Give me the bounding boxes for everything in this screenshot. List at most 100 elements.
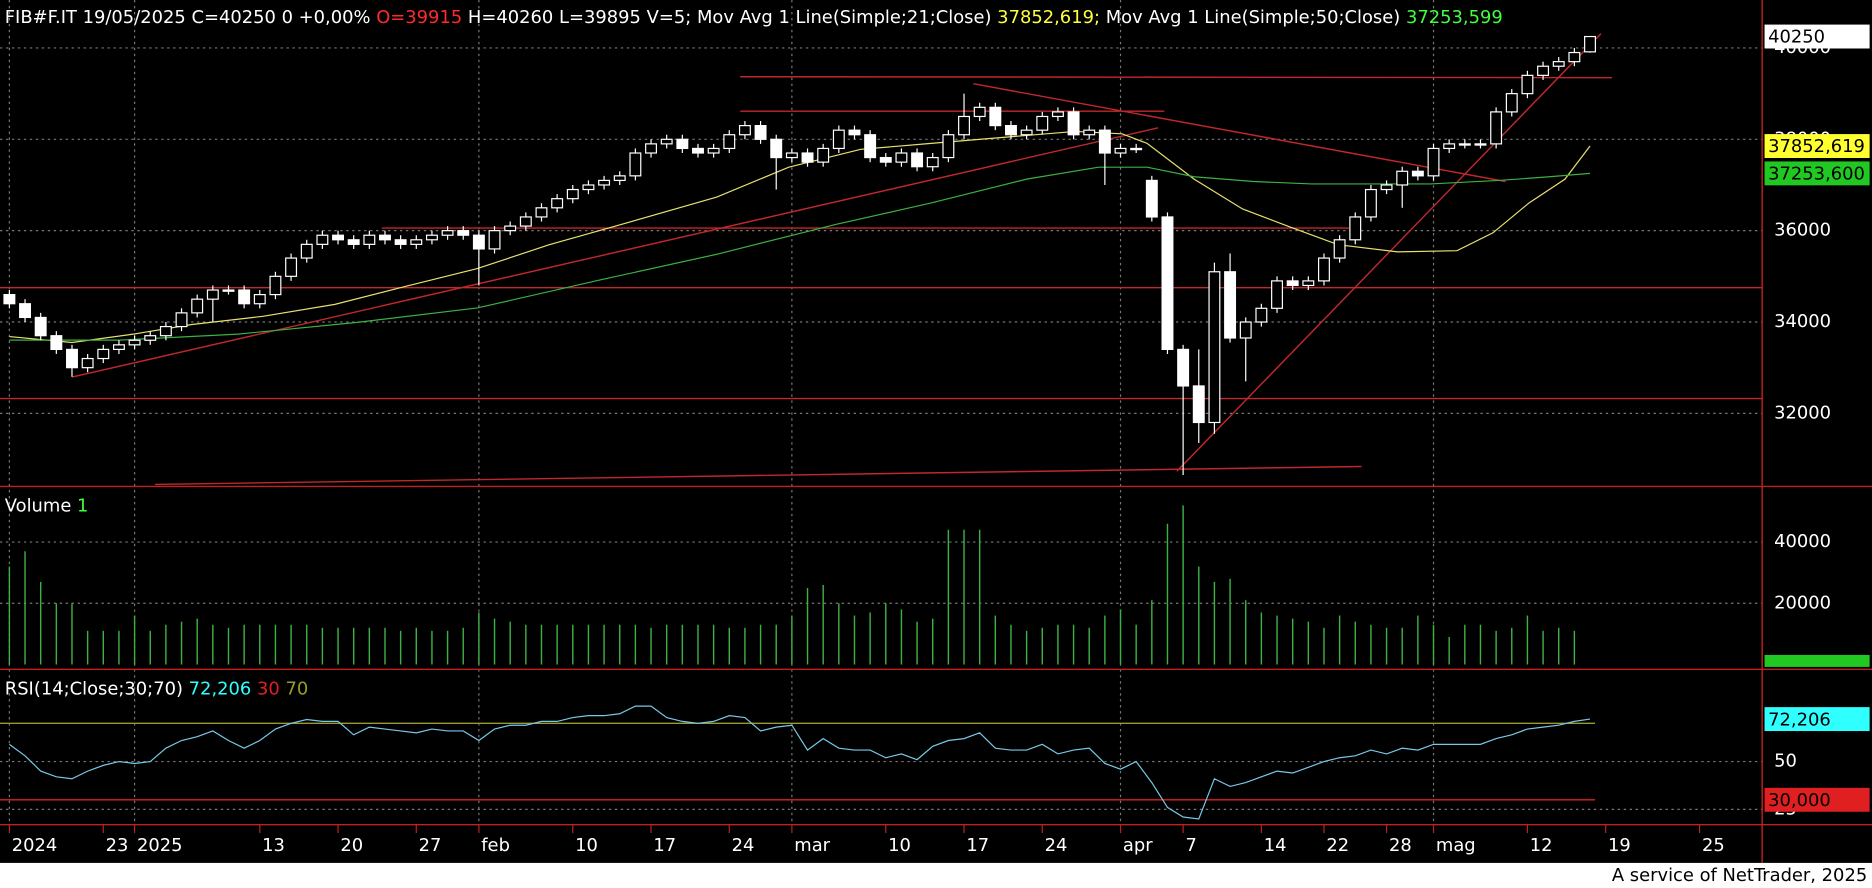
- candle-body: [1145, 179, 1158, 218]
- candle-body: [660, 138, 673, 145]
- x-tick-label: 14: [1264, 835, 1287, 856]
- last-volume: 1: [77, 496, 88, 517]
- candle-body: [770, 138, 783, 159]
- x-tick-label: 28: [1389, 835, 1412, 856]
- x-tick-label: 17: [966, 835, 989, 856]
- x-tick-label: 10: [888, 835, 911, 856]
- candle-body: [582, 184, 595, 191]
- candle-body: [238, 289, 251, 305]
- candle-body: [253, 293, 266, 305]
- candle-body: [144, 335, 157, 341]
- trend-line: [71, 127, 1159, 378]
- candle-body: [1036, 115, 1049, 131]
- moving-average-label: 37253,600: [1768, 164, 1865, 185]
- x-tick-label: 23: [106, 835, 129, 856]
- y-tick-label: 34000: [1774, 311, 1831, 332]
- footer-strip: [0, 862, 1872, 888]
- candle-body: [958, 115, 970, 136]
- candle-body: [1130, 147, 1143, 151]
- candle-body: [394, 239, 407, 245]
- candle-body: [1396, 170, 1409, 186]
- candle-body: [379, 234, 391, 241]
- y-tick-label: 50: [1774, 751, 1797, 772]
- x-tick-label: 2024: [12, 835, 58, 856]
- candle-body: [363, 234, 376, 245]
- candle-body: [1474, 143, 1487, 146]
- x-tick-label: mar: [794, 835, 830, 856]
- candle-body: [535, 207, 548, 218]
- x-tick-label: 2025: [137, 835, 183, 856]
- candle-body: [1224, 271, 1237, 339]
- header-part: FIB#F.IT 19/05/2025 C=40250 0 +0,00%: [5, 7, 371, 28]
- candle-body: [1349, 216, 1362, 241]
- x-tick-label: 22: [1326, 835, 1349, 856]
- last-price-box: [1764, 24, 1870, 49]
- candle-body: [723, 134, 736, 150]
- candle-body: [441, 230, 454, 236]
- candle-body: [159, 325, 172, 337]
- candle-body: [504, 225, 517, 232]
- x-tick-label: 24: [1045, 835, 1068, 856]
- moving-average-box: [1764, 161, 1870, 186]
- candle-body: [676, 138, 689, 150]
- candle-body: [1318, 257, 1330, 282]
- candle-body: [1584, 35, 1596, 53]
- candle-body: [973, 106, 986, 118]
- moving-average-box: [1764, 134, 1870, 158]
- moving-average-line: [9, 130, 1591, 344]
- candle-body: [19, 303, 32, 319]
- candle-body: [1490, 111, 1503, 145]
- x-tick-label: 12: [1530, 835, 1553, 856]
- candle-body: [1458, 143, 1471, 146]
- candle-body: [457, 230, 470, 236]
- candle-body: [1333, 239, 1346, 259]
- candle-body: [1255, 307, 1268, 323]
- candle-body: [1083, 129, 1096, 136]
- candle-body: [1114, 147, 1127, 154]
- candle-body: [629, 152, 642, 177]
- candle-body: [1051, 111, 1064, 118]
- moving-average-label: 37852,619: [1768, 136, 1865, 157]
- candle-body: [1067, 111, 1080, 136]
- moving-average-line: [9, 166, 1591, 341]
- candle-body: [175, 312, 188, 328]
- y-tick-label: 32000: [1774, 402, 1831, 423]
- last-volume-box: [1764, 654, 1870, 667]
- rsi-level: 30: [257, 679, 280, 700]
- header-part: H=40260 L=39895 V=5;: [468, 7, 691, 28]
- candle-body: [97, 348, 110, 360]
- candle-body: [785, 152, 798, 159]
- header-part: Mov Avg 1 Line(Simple;21;Close): [697, 7, 992, 28]
- panel-title: Volume 1: [5, 496, 89, 517]
- candle-body: [1239, 321, 1252, 339]
- candle-body: [1302, 280, 1315, 287]
- candle-body: [410, 239, 423, 245]
- panel-title-text: Volume: [5, 496, 72, 517]
- x-tick-label: 10: [575, 835, 598, 856]
- x-tick-label: 7: [1186, 835, 1197, 856]
- candle-body: [1380, 184, 1393, 191]
- candle-body: [566, 188, 579, 200]
- candle-body: [347, 239, 360, 245]
- candle-body: [879, 156, 892, 163]
- candle-body: [598, 179, 611, 186]
- candle-body: [1098, 129, 1111, 154]
- candle-body: [269, 275, 282, 296]
- candle-body: [848, 129, 861, 136]
- candle-body: [66, 348, 78, 369]
- candle-body: [801, 152, 814, 163]
- candle-body: [1271, 280, 1283, 309]
- candle-body: [707, 147, 720, 154]
- trend-line: [154, 465, 1362, 486]
- candle-body: [613, 175, 626, 182]
- candle-body: [472, 234, 485, 250]
- candle-body: [519, 216, 532, 227]
- candle-body: [1208, 271, 1221, 424]
- candle-body: [645, 143, 657, 154]
- candle-body: [1537, 65, 1550, 76]
- candle-body: [50, 335, 63, 351]
- candle-body: [285, 257, 298, 277]
- candle-body: [692, 147, 704, 154]
- trend-line: [973, 83, 1506, 183]
